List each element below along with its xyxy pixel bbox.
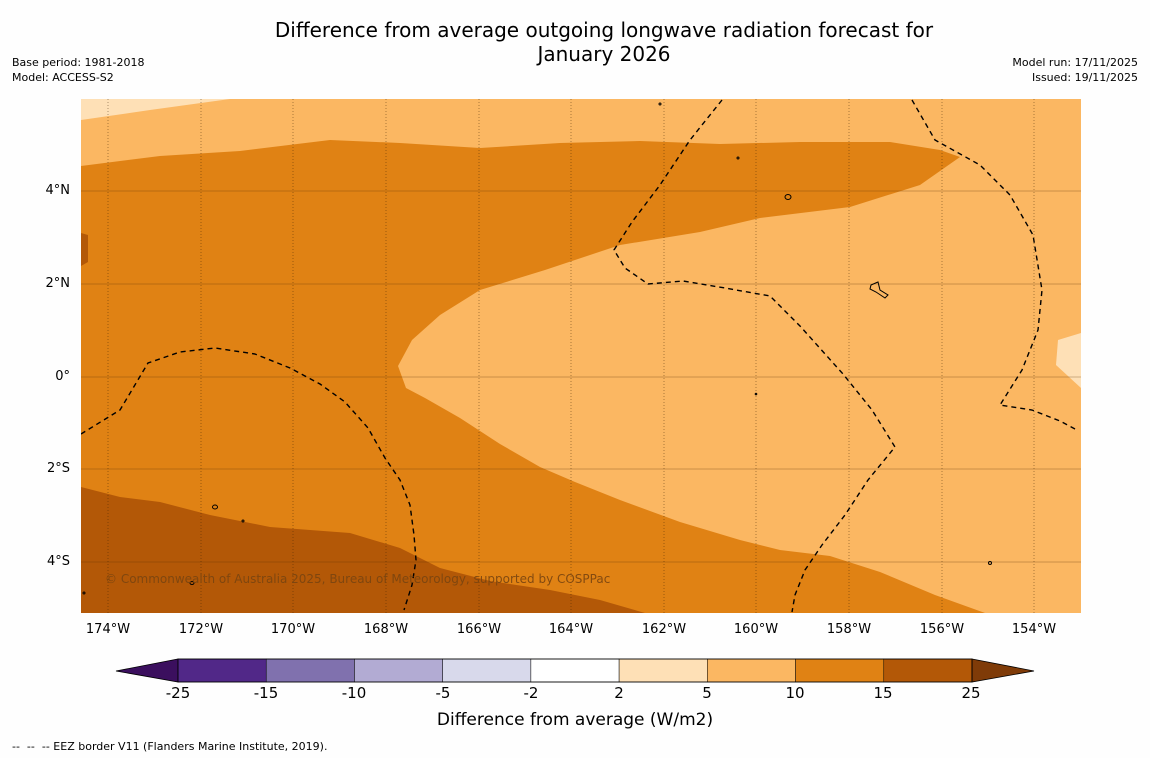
band-5-10-north: [81, 99, 1081, 613]
island: [784, 194, 792, 200]
band-2-5-north: [81, 99, 230, 120]
model-name: Model: ACCESS-S2: [12, 71, 114, 84]
meta-right: Model run: 17/11/2025 Issued: 19/11/2025: [1012, 55, 1138, 85]
island: [658, 102, 662, 106]
colorbar-label: -10: [341, 684, 367, 702]
colorbar-cell: [177, 658, 267, 683]
x-tick-label: 168°W: [363, 622, 409, 637]
island: [754, 392, 758, 396]
y-tick-label: 2°S: [46, 461, 70, 476]
colorbar-label: 25: [961, 684, 981, 702]
x-tick-label: 162°W: [641, 622, 687, 637]
eez-borders: [81, 99, 1078, 613]
x-tick-label: 164°W: [548, 622, 594, 637]
island: [736, 156, 740, 160]
colorbar-label: -15: [253, 684, 279, 702]
colorbar-cell: [442, 658, 532, 683]
island: [241, 519, 245, 523]
colorbar-cell: [795, 658, 885, 683]
chart-title: Difference from average outgoing longwav…: [274, 18, 934, 66]
lat-gridlines: [81, 190, 1081, 563]
colorbar-cell: [618, 658, 708, 683]
band-15-25-west: [81, 233, 88, 266]
colorbar-cell: [707, 658, 796, 683]
eez-border-east: [911, 99, 1078, 431]
colorbar-label: 10: [785, 684, 805, 702]
y-tick-label: 4°N: [45, 183, 71, 198]
x-tick-label: 158°W: [826, 622, 872, 637]
colorbar-label: -2: [523, 684, 539, 702]
x-tick-label: 154°W: [1011, 622, 1057, 637]
y-tick-label: 2°N: [45, 276, 71, 291]
colorbar-extend-low: [115, 658, 179, 683]
issued-date: Issued: 19/11/2025: [1031, 71, 1138, 84]
meta-left: Base period: 1981-2018 Model: ACCESS-S2: [12, 55, 144, 85]
band-15-25-south: [81, 487, 645, 613]
footnote-eez: -- -- -- EEZ border V11 (Flanders Marine…: [12, 740, 328, 753]
colorbar-label: 2: [614, 684, 624, 702]
colorbar-extend-high: [971, 658, 1035, 683]
colorbar-cell: [265, 658, 355, 683]
model-run: Model run: 17/11/2025: [1012, 56, 1138, 69]
y-tick-label: 0°: [55, 369, 70, 384]
x-tick-label: 170°W: [270, 622, 316, 637]
colorbar-cells: [177, 658, 973, 683]
eez-border-central: [613, 99, 896, 613]
colorbar-label: 5: [702, 684, 712, 702]
colorbar: [115, 658, 1035, 683]
x-tick-label: 174°W: [85, 622, 131, 637]
island: [189, 581, 195, 585]
colorbar-title: Difference from average (W/m2): [436, 710, 714, 730]
x-tick-label: 160°W: [733, 622, 779, 637]
band-2-5-east: [1056, 333, 1081, 388]
colorbar-label: -5: [435, 684, 451, 702]
island: [82, 591, 86, 595]
map-plot: [81, 99, 1081, 613]
colorbar-label: 15: [873, 684, 893, 702]
copyright-notice: © Commonwealth of Australia 2025, Bureau…: [105, 572, 611, 586]
colorbar-cell: [530, 658, 620, 683]
y-tick-label: 4°S: [46, 554, 70, 569]
x-tick-label: 156°W: [919, 622, 965, 637]
x-tick-label: 172°W: [178, 622, 224, 637]
island: [869, 281, 889, 299]
island: [212, 504, 218, 510]
islands: [82, 102, 992, 595]
colorbar-cell: [354, 658, 443, 683]
base-period: Base period: 1981-2018: [12, 56, 145, 69]
colorbar-label: -25: [165, 684, 191, 702]
colorbar-cell: [883, 658, 973, 683]
island: [988, 561, 992, 565]
x-tick-label: 166°W: [456, 622, 502, 637]
